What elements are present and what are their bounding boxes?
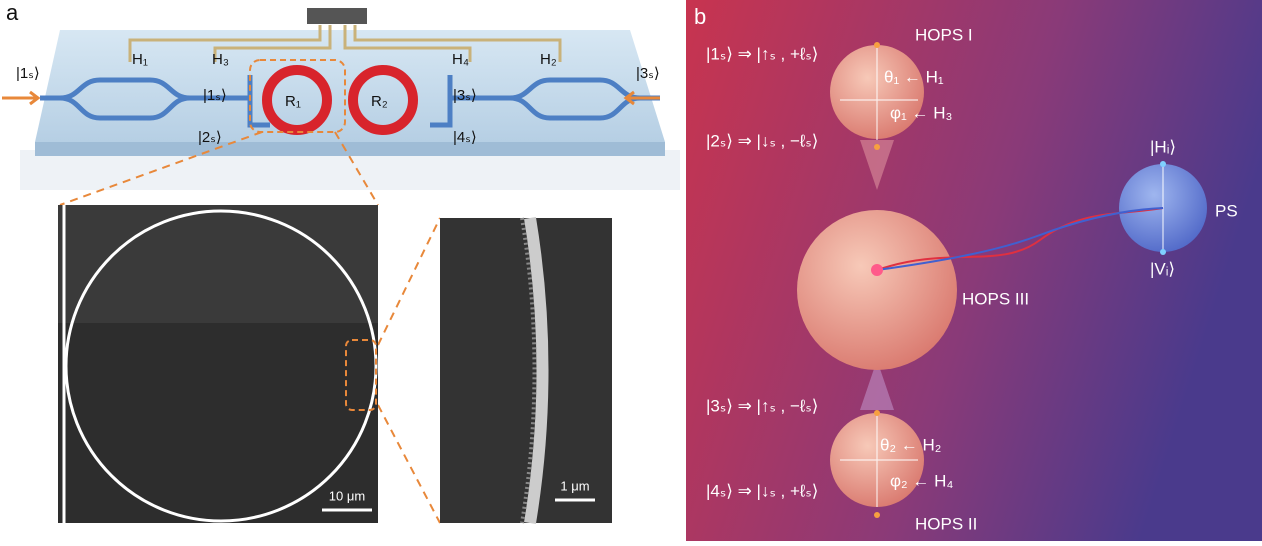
heater-label: H₂: [540, 51, 557, 68]
sphere-title: HOPS III: [962, 289, 1029, 308]
ring-label: R₁: [285, 93, 301, 110]
state-label: |Hᵢ⟩: [1150, 137, 1176, 156]
pole: [1160, 249, 1166, 255]
pole: [874, 42, 880, 48]
figure: a |1ₛ⟩ |3ₛ⟩ H₁ H₃ H₄ H₂ R₁ R₂ |1ₛ⟩ |2ₛ⟩ …: [0, 0, 1262, 541]
sem-zoom: [440, 218, 612, 523]
panel-label: b: [694, 4, 706, 29]
state-map: |4ₛ⟩ ⇒ |↓ₛ , +ℓₛ⟩: [706, 481, 818, 500]
port-label: |2ₛ⟩: [198, 129, 222, 146]
port-label: |3ₛ⟩: [453, 87, 477, 104]
state-map: |2ₛ⟩ ⇒ |↓ₛ , −ℓₛ⟩: [706, 131, 818, 150]
scale-label: 10 μm: [329, 488, 365, 503]
pole: [874, 144, 880, 150]
sphere-title: PS: [1215, 201, 1238, 220]
arrow: [2, 92, 38, 104]
phase-label: φ₂ ← H₄: [890, 471, 953, 490]
phase-label: φ₁ ← H₃: [890, 103, 952, 122]
heater-label: H₃: [212, 51, 229, 68]
pole: [874, 410, 880, 416]
background: [686, 0, 1262, 541]
input-label: |3ₛ⟩: [636, 65, 660, 82]
scale-label: 1 μm: [560, 478, 589, 493]
sphere-title: HOPS II: [915, 514, 977, 533]
sphere: [797, 210, 957, 370]
panel-b: b HOPS I |1ₛ⟩ ⇒ |↑ₛ , +ℓₛ⟩ |2ₛ⟩ ⇒ |↓ₛ , …: [686, 0, 1262, 541]
port-label: |4ₛ⟩: [453, 129, 477, 146]
sphere-title: HOPS I: [915, 25, 973, 44]
pole: [1160, 161, 1166, 167]
phase-label: θ₂ ← H₂: [880, 435, 941, 454]
port-label: |1ₛ⟩: [203, 87, 227, 104]
connector: [307, 8, 367, 24]
pole: [874, 512, 880, 518]
panel-label: a: [6, 0, 19, 25]
chip-edge: [35, 142, 665, 156]
state-map: |1ₛ⟩ ⇒ |↑ₛ , +ℓₛ⟩: [706, 44, 818, 63]
panel-a: a |1ₛ⟩ |3ₛ⟩ H₁ H₃ H₄ H₂ R₁ R₂ |1ₛ⟩ |2ₛ⟩ …: [2, 0, 680, 523]
state-label: |Vᵢ⟩: [1150, 259, 1175, 278]
state-map: |3ₛ⟩ ⇒ |↑ₛ , −ℓₛ⟩: [706, 396, 818, 415]
heater-label: H₄: [452, 51, 469, 68]
phase-label: θ₁ ← H₁: [884, 67, 944, 86]
ring-label: R₂: [371, 93, 388, 110]
input-label: |1ₛ⟩: [16, 65, 40, 82]
heater-label: H₁: [132, 51, 148, 68]
point: [871, 264, 883, 276]
